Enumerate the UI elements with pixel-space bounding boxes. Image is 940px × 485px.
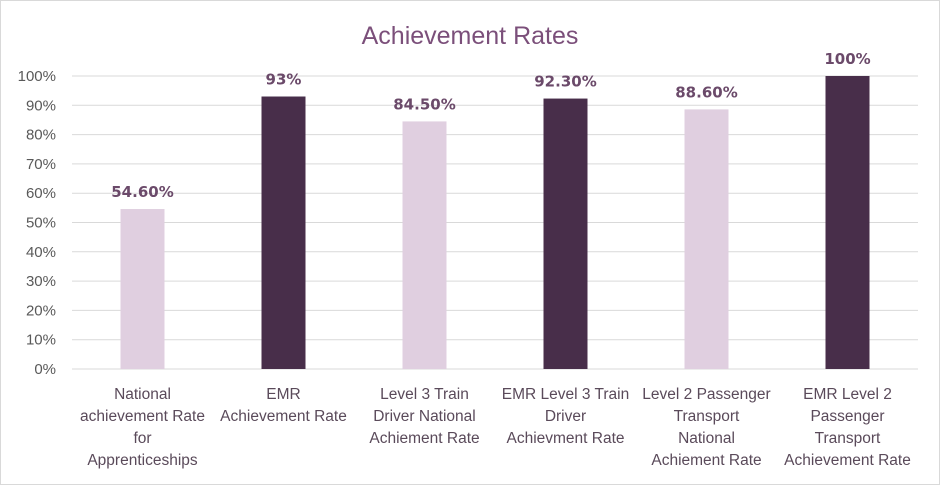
y-tick-label: 10% <box>26 332 56 349</box>
bar <box>825 76 870 369</box>
data-labels: 54.60% 93% 84.50% 92.30% 88.60% 100% <box>111 50 870 201</box>
bars <box>120 76 870 369</box>
y-tick-label: 40% <box>26 244 56 261</box>
y-tick-label: 50% <box>26 215 56 232</box>
bar <box>261 96 306 369</box>
x-category-label: Level 2 Passenger Transport National Achiem… <box>642 386 770 469</box>
y-tick-label: 80% <box>26 127 56 144</box>
x-category-label: EMR Level 2 Passenger Transport Achievement… <box>784 386 911 469</box>
y-tick-label: 60% <box>26 185 56 202</box>
y-tick-label: 90% <box>26 97 56 114</box>
bar <box>543 98 588 369</box>
y-tick-label: 20% <box>26 302 56 319</box>
data-label: 84.50% <box>393 95 455 113</box>
data-label: 100% <box>824 50 870 68</box>
y-tick-label: 0% <box>34 361 56 378</box>
data-label: 54.60% <box>111 183 173 201</box>
x-category-label: National achievement Rate for Apprenticeshi… <box>80 386 205 469</box>
x-axis-labels: National achievement Rate for Apprenticeshi… <box>80 386 911 469</box>
data-label: 92.30% <box>534 73 596 91</box>
y-tick-label: 100% <box>18 68 56 85</box>
bar <box>120 209 165 369</box>
y-tick-label: 70% <box>26 156 56 173</box>
x-category-label: EMR Achievement Rate <box>220 386 347 425</box>
x-category-label: EMR Level 3 Train Driver Achievment Rate <box>502 386 630 447</box>
data-label: 93% <box>266 71 302 89</box>
y-tick-label: 30% <box>26 273 56 290</box>
bar <box>684 109 729 369</box>
chart-title: Achievement Rates <box>362 22 579 50</box>
data-label: 88.60% <box>675 83 737 101</box>
gridlines <box>72 75 918 370</box>
bar <box>402 121 447 369</box>
y-axis-ticks: 0% 10% 20% 30% 40% 50% 60% 70% 80% 90% 100% <box>18 68 56 378</box>
x-category-label: Level 3 Train Driver National Achiement Ra… <box>369 386 479 447</box>
